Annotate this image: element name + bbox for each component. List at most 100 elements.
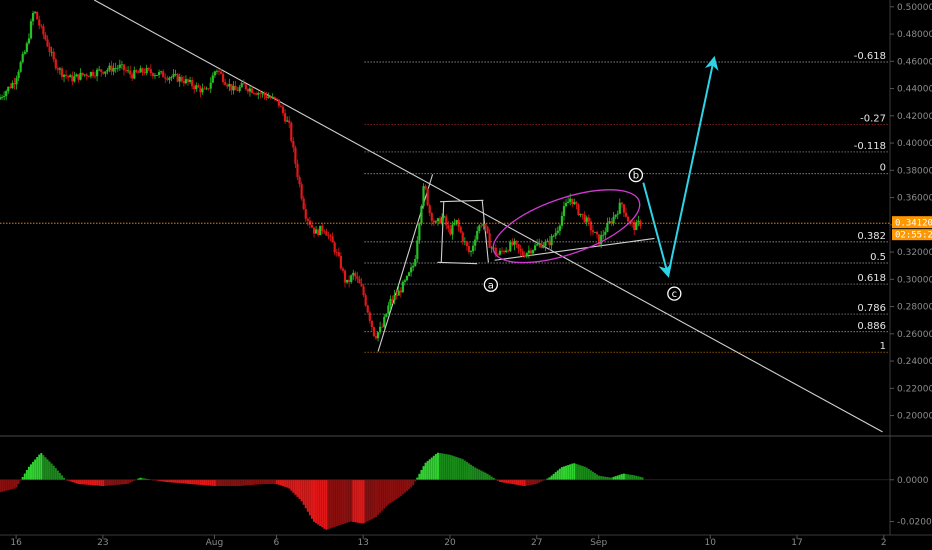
oscillator-bar: [122, 479, 125, 485]
candle-body: [207, 88, 210, 90]
oscillator-bar: [622, 473, 625, 480]
oscillator-bar: [296, 479, 299, 497]
oscillator-bar: [356, 479, 359, 523]
oscillator-bar: [498, 479, 501, 482]
oscillator-bar: [253, 479, 256, 485]
candle-body: [317, 229, 320, 236]
oscillator-bar: [490, 476, 493, 480]
oscillator-bar: [217, 479, 220, 487]
candle-body: [321, 225, 324, 231]
candle-body: [98, 69, 101, 71]
price-tick-label: 0.26000: [897, 330, 932, 340]
candle-body: [83, 74, 86, 76]
candle-body: [478, 225, 481, 231]
candle-body: [253, 93, 256, 94]
oscillator-bar: [614, 476, 617, 480]
oscillator-bar: [290, 479, 293, 491]
oscillator-bar: [430, 457, 433, 480]
candle-body: [550, 236, 553, 246]
time-tick-label: 13: [357, 538, 368, 548]
oscillator-bar: [234, 479, 237, 487]
oscillator-bar: [476, 468, 479, 480]
oscillator-bar: [480, 470, 483, 480]
oscillator-tick-label: 0.0000: [897, 476, 929, 486]
oscillator-bar: [294, 479, 297, 495]
oscillator-bar: [34, 459, 37, 480]
oscillator-bar: [385, 479, 388, 507]
oscillator-bar: [174, 479, 177, 483]
oscillator-bar: [77, 479, 80, 484]
projection-arrow: [642, 182, 672, 278]
candle-body: [312, 227, 316, 234]
oscillator-bar: [36, 457, 39, 480]
candle-body: [376, 332, 380, 339]
oscillator-bar: [486, 473, 489, 480]
oscillator-bar: [585, 467, 588, 480]
candle-body: [527, 250, 530, 254]
candle-body: [635, 222, 638, 231]
candle-body: [593, 231, 597, 233]
candle-body: [445, 216, 448, 226]
oscillator-bar: [370, 479, 373, 520]
candle-body: [263, 92, 266, 96]
oscillator-bar: [571, 463, 574, 480]
oscillator-bar: [259, 479, 262, 485]
price-tick-label: 0.50000: [897, 3, 932, 13]
candle-body: [564, 203, 568, 207]
projection-layer: [642, 55, 719, 278]
candle-body: [261, 92, 264, 94]
oscillator-bar: [23, 473, 26, 480]
oscillator-bar: [608, 477, 611, 480]
candle-body: [52, 51, 55, 60]
candle-body: [587, 217, 590, 222]
candle-body: [143, 72, 146, 74]
current-price-tag: [892, 216, 932, 229]
oscillator-bar: [141, 478, 144, 480]
oscillator-bar: [327, 479, 330, 530]
candle-body: [436, 218, 440, 222]
candle-body: [147, 68, 150, 70]
oscillator-bar: [139, 477, 142, 480]
ellipse-layer: [492, 189, 641, 264]
candle-body: [364, 295, 367, 306]
oscillator-bar: [310, 479, 313, 519]
candle-body: [215, 70, 219, 72]
oscillator-bar: [591, 471, 594, 480]
oscillator-bar: [511, 479, 514, 485]
time-tick-label: 10: [705, 538, 717, 548]
candle-body: [515, 240, 518, 245]
candle-body: [176, 74, 179, 82]
fib-level-label: -0.618: [854, 51, 886, 62]
oscillator-bar: [286, 479, 289, 488]
oscillator-bar: [108, 479, 111, 486]
fib-level-label: 1: [880, 341, 886, 352]
candle-body: [222, 73, 225, 83]
candle-body: [120, 64, 123, 66]
candle-body: [571, 198, 574, 205]
oscillator-bar: [383, 479, 386, 509]
oscillator-bar: [521, 479, 524, 486]
candle-body: [42, 26, 45, 35]
oscillator-bar: [170, 479, 173, 483]
oscillator-bar: [478, 469, 481, 480]
oscillator-bar: [133, 479, 136, 481]
candle-body: [211, 75, 214, 83]
candle-body: [631, 221, 634, 223]
candle-body: [36, 11, 39, 20]
oscillator-bar: [9, 479, 12, 490]
oscillator-bar: [50, 463, 53, 480]
oscillator-bar: [395, 479, 398, 499]
candle-body: [302, 198, 305, 209]
candle-body: [614, 214, 617, 217]
candle-body: [579, 213, 582, 216]
oscillator-bar: [540, 479, 543, 482]
oscillator-bar: [323, 479, 326, 529]
candle-body: [420, 206, 423, 224]
candle-body: [294, 147, 297, 164]
candle-body: [441, 216, 444, 224]
oscillator-bar: [366, 479, 369, 522]
oscillator-bar: [60, 475, 63, 480]
candle-body: [471, 245, 475, 252]
oscillator-bar: [519, 479, 522, 486]
